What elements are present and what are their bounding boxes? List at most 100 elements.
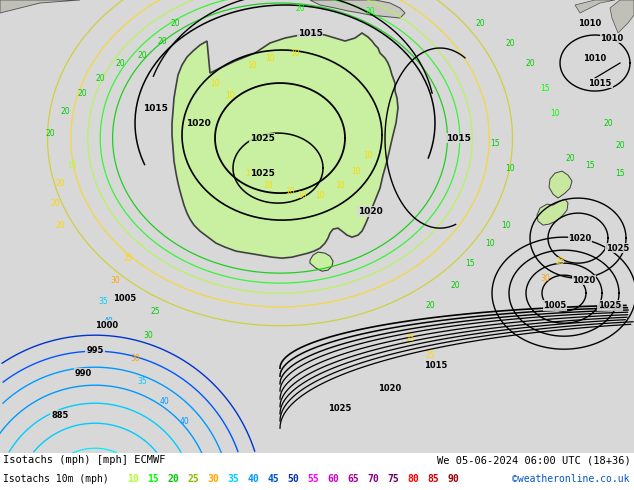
Text: 85: 85 [427,474,439,484]
Text: 990: 990 [74,368,92,378]
Text: 10: 10 [550,109,560,118]
Text: 1025: 1025 [598,301,622,310]
Text: 20: 20 [425,301,435,310]
Text: 1015: 1015 [446,134,470,143]
Text: 40: 40 [180,416,190,426]
Text: 10: 10 [285,187,295,196]
Text: 75: 75 [387,474,399,484]
Text: 15: 15 [67,161,77,170]
Polygon shape [172,33,398,258]
Text: 10: 10 [335,181,345,190]
Text: 20: 20 [603,119,613,127]
Text: 1020: 1020 [568,234,592,243]
Text: 1020: 1020 [573,276,595,285]
Text: 25: 25 [405,334,415,343]
Text: 25: 25 [150,307,160,316]
Text: 15: 15 [540,84,550,93]
Text: 1020: 1020 [378,384,401,392]
Text: 10: 10 [485,239,495,247]
Text: 20: 20 [450,281,460,290]
Text: 20: 20 [565,153,575,163]
Text: 1015: 1015 [424,361,448,369]
Text: 15: 15 [585,161,595,170]
Text: 1005: 1005 [543,301,567,310]
Text: ©weatheronline.co.uk: ©weatheronline.co.uk [512,474,630,484]
Text: 30: 30 [207,474,219,484]
Text: 60: 60 [327,474,339,484]
Text: 20: 20 [45,128,55,138]
Text: 995: 995 [86,345,104,355]
Text: 1005: 1005 [113,294,136,303]
Text: 20: 20 [615,141,625,149]
Text: 20: 20 [167,474,179,484]
Text: 10: 10 [247,61,257,70]
Text: 30: 30 [110,276,120,285]
Text: 10: 10 [290,49,300,57]
Text: 55: 55 [307,474,319,484]
Text: 40: 40 [247,474,259,484]
Text: 25: 25 [555,257,565,266]
Text: 20: 20 [137,50,147,59]
Text: 1020: 1020 [358,207,382,216]
Text: 30: 30 [130,354,140,363]
Text: 1015: 1015 [588,78,612,88]
Text: 20: 20 [505,39,515,48]
Text: 1010: 1010 [578,19,602,27]
Polygon shape [310,252,333,271]
Text: 10: 10 [505,164,515,172]
Text: 10: 10 [297,191,307,199]
Text: 20: 20 [157,37,167,46]
Text: 20: 20 [95,74,105,82]
Text: 10: 10 [225,91,235,99]
Text: 1015: 1015 [143,103,167,113]
Text: 40: 40 [160,397,170,406]
Text: 1010: 1010 [583,53,607,63]
Text: 10: 10 [315,191,325,199]
Text: 20: 20 [77,89,87,98]
Polygon shape [575,0,615,13]
Text: 15: 15 [490,139,500,147]
Text: 1000: 1000 [96,320,119,330]
Text: 30: 30 [540,273,550,283]
Text: 20: 20 [476,19,485,27]
Text: 25: 25 [187,474,199,484]
Text: 20: 20 [295,3,305,13]
Text: 1025: 1025 [328,404,352,413]
Text: 1015: 1015 [297,28,323,38]
Text: 10: 10 [265,53,275,63]
Text: 1025: 1025 [250,134,275,143]
Polygon shape [549,171,572,198]
Text: 10: 10 [263,181,273,190]
Text: 1010: 1010 [600,33,624,43]
Text: 20: 20 [50,198,60,208]
Text: 885: 885 [51,411,68,420]
Text: 20: 20 [55,178,65,188]
Text: 35: 35 [227,474,239,484]
Text: 65: 65 [347,474,359,484]
Text: 10: 10 [210,78,220,88]
Text: 20: 20 [55,220,65,230]
Text: Isotachs 10m (mph): Isotachs 10m (mph) [3,474,109,484]
Text: 20: 20 [115,58,125,68]
Polygon shape [0,0,80,13]
Text: 1025: 1025 [250,169,275,177]
Text: 50: 50 [287,474,299,484]
Text: Isotachs (mph) [mph] ECMWF: Isotachs (mph) [mph] ECMWF [3,455,165,465]
Polygon shape [537,199,568,225]
Text: 25: 25 [123,254,133,263]
Text: 20: 20 [525,58,535,68]
Text: 40: 40 [103,317,113,326]
Text: 90: 90 [447,474,459,484]
Text: 1025: 1025 [606,244,630,253]
Text: 10: 10 [351,167,361,175]
Text: 20: 20 [170,19,180,27]
Text: 1020: 1020 [186,119,210,127]
Polygon shape [310,0,405,18]
Text: 15: 15 [147,474,159,484]
Text: 25: 25 [425,351,435,360]
Text: 80: 80 [407,474,419,484]
Text: 20: 20 [365,6,375,16]
Text: 30: 30 [143,331,153,340]
Text: 20: 20 [60,106,70,116]
Text: 15: 15 [615,169,625,177]
